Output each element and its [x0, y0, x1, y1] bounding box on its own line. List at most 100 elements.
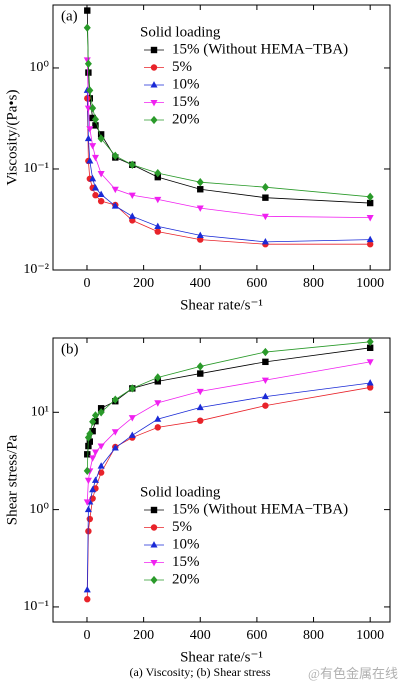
legend-marker [150, 575, 158, 585]
marker [154, 168, 162, 178]
legend-label: 20% [172, 571, 200, 587]
marker [97, 197, 105, 205]
series-line [86, 98, 371, 245]
legend-title: Solid loading [140, 484, 221, 500]
marker [86, 86, 94, 95]
marker [91, 476, 99, 483]
marker [97, 190, 105, 197]
marker [366, 384, 374, 391]
legend-marker [150, 541, 158, 548]
marker [84, 59, 92, 68]
legend-label: 10% [172, 76, 200, 92]
marker [196, 388, 204, 396]
legend-marker [150, 99, 158, 107]
marker [97, 462, 105, 469]
y-axis-label: Viscosity/(Pa•s) [4, 89, 20, 185]
marker [111, 444, 119, 451]
x-tick-label: 0 [83, 276, 90, 291]
marker [84, 7, 91, 14]
series-line [86, 387, 371, 600]
marker [89, 485, 97, 493]
legend-marker [150, 81, 158, 88]
marker [89, 174, 97, 182]
marker [111, 395, 119, 404]
marker [154, 400, 162, 407]
marker [91, 411, 99, 420]
y-tick-label: 10⁰ [29, 502, 49, 517]
marker [366, 235, 374, 243]
marker [262, 402, 269, 409]
marker [84, 505, 92, 513]
panel-label: (a) [61, 8, 78, 24]
marker [84, 433, 92, 442]
marker [154, 373, 162, 382]
marker [89, 417, 97, 426]
x-tick-label: 400 [190, 628, 211, 643]
marker [261, 213, 269, 221]
series-line [86, 341, 371, 471]
marker [97, 171, 105, 178]
legend-marker [150, 506, 158, 514]
marker [128, 431, 136, 438]
legend-label: 15% [172, 554, 200, 570]
y-tick-label: 10⁰ [29, 60, 49, 75]
legend-marker [150, 524, 158, 531]
panel-label: (b) [61, 341, 79, 357]
marker [128, 160, 136, 169]
marker [154, 415, 162, 422]
marker [92, 192, 99, 199]
watermark: @有色金属在线 [308, 666, 398, 681]
marker [261, 392, 269, 400]
marker [196, 231, 204, 238]
marker [111, 186, 119, 194]
series-line [86, 361, 371, 502]
marker [197, 236, 204, 243]
marker [261, 183, 269, 192]
marker [84, 477, 92, 485]
legend-marker [150, 115, 158, 125]
marker [262, 194, 269, 201]
marker [111, 429, 119, 436]
marker [197, 370, 204, 377]
marker [97, 443, 105, 450]
plot-frame [52, 337, 391, 623]
x-tick-label: 600 [246, 628, 267, 643]
legend-label: 15% (Without HEMA−TBA) [172, 41, 348, 57]
marker [366, 192, 374, 201]
marker [261, 238, 269, 245]
marker [84, 451, 91, 458]
marker [196, 403, 204, 411]
marker [154, 424, 161, 431]
legend-label: 15% [172, 94, 200, 110]
x-tick-label: 400 [190, 276, 211, 291]
caption: (a) Viscosity; (b) Shear stress [129, 665, 270, 679]
marker [366, 359, 374, 366]
marker [91, 184, 99, 191]
marker [111, 151, 119, 160]
marker [366, 379, 374, 386]
legend-label: 5% [172, 59, 192, 75]
series-line [86, 90, 371, 243]
x-tick-label: 0 [83, 628, 90, 643]
x-tick-label: 200 [133, 276, 154, 291]
marker [366, 215, 374, 222]
marker [366, 199, 374, 207]
marker [128, 192, 136, 200]
marker [86, 515, 94, 523]
marker [128, 384, 136, 393]
marker [83, 585, 91, 593]
marker [86, 429, 94, 439]
marker [366, 241, 374, 248]
y-tick-label: 10⁻² [23, 262, 49, 277]
x-tick-label: 1000 [356, 276, 384, 291]
marker [97, 408, 105, 417]
marker [83, 23, 91, 32]
series-line [86, 27, 371, 198]
x-tick-label: 200 [133, 628, 154, 643]
plot-frame [52, 4, 391, 271]
marker [366, 337, 374, 346]
x-axis-label: Shear rate/s⁻¹ [180, 297, 263, 313]
marker [196, 178, 204, 187]
y-tick-label: 10⁻¹ [23, 599, 49, 614]
